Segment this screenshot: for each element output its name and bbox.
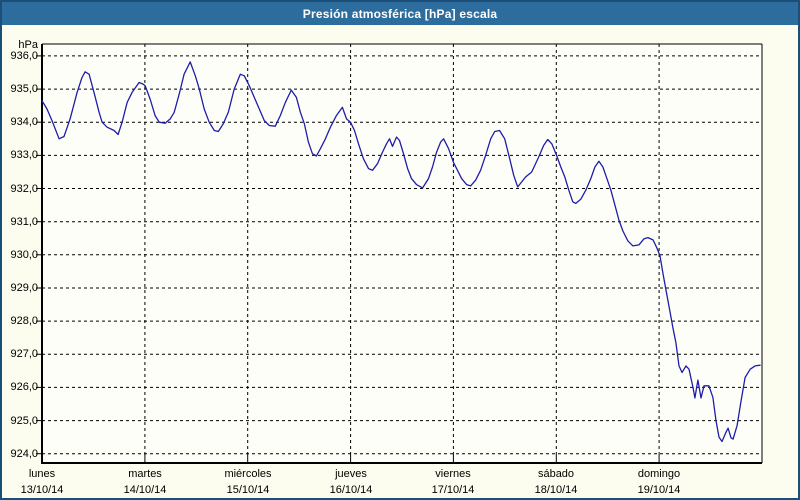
- x-axis-day-label: viernes: [435, 468, 471, 480]
- y-axis-tick-label: 925,0: [10, 415, 38, 427]
- y-axis-tick-label: 936,0: [10, 50, 38, 62]
- y-axis-tick-label: 933,0: [10, 149, 38, 161]
- y-axis-tick-label: 935,0: [10, 83, 38, 95]
- x-axis-day-label: lunes: [28, 468, 56, 480]
- title-bar: Presión atmosférica [hPa] escala: [2, 2, 798, 25]
- chart-region: hPa 936,0 935,0 934,0 933,0 932,0 931,0 930,0 9…: [2, 25, 798, 498]
- y-axis-unit-label: hPa: [18, 39, 38, 51]
- y-axis-tick-label: 927,0: [10, 348, 38, 360]
- y-axis-tick-label: 929,0: [10, 282, 38, 294]
- x-axis-day-label: miércoles: [224, 468, 272, 480]
- y-axis-tick-label: 934,0: [10, 116, 38, 128]
- x-axis-date-label: 14/10/14: [123, 484, 167, 496]
- x-axis-date-label: 13/10/14: [20, 484, 64, 496]
- x-axis-date-label: 16/10/14: [329, 484, 373, 496]
- y-axis-tick-label: 926,0: [10, 381, 38, 393]
- y-axis-tick-label: 924,0: [10, 448, 38, 460]
- y-axis-tick-label: 932,0: [10, 183, 38, 195]
- x-axis-day-label: martes: [128, 468, 162, 480]
- x-axis-date-label: 18/10/14: [534, 484, 578, 496]
- x-axis-day-label: sábado: [537, 468, 575, 480]
- y-axis-tick-label: 931,0: [10, 216, 38, 228]
- x-axis-day-label: domingo: [637, 468, 681, 480]
- x-axis-day-label: jueves: [335, 468, 367, 480]
- x-axis-date-label: 15/10/14: [226, 484, 270, 496]
- y-axis-tick-label: 930,0: [10, 249, 38, 261]
- x-axis-date-label: 17/10/14: [431, 484, 475, 496]
- window-title: Presión atmosférica [hPa] escala: [302, 6, 498, 21]
- y-axis-tick-label: 928,0: [10, 315, 38, 327]
- x-axis-date-label: 19/10/14: [637, 484, 681, 496]
